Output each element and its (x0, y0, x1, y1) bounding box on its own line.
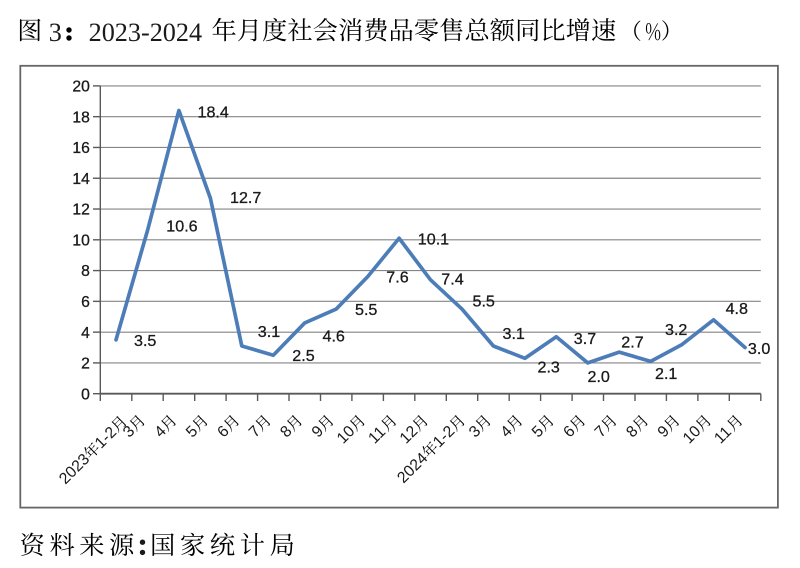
svg-text:18: 18 (72, 109, 90, 126)
svg-text:0: 0 (81, 386, 90, 403)
svg-text:3.5: 3.5 (134, 332, 156, 350)
svg-text:3.1: 3.1 (503, 325, 525, 343)
svg-text:2.7: 2.7 (621, 334, 643, 352)
svg-text:12.7: 12.7 (230, 189, 261, 207)
svg-text:4: 4 (81, 325, 90, 342)
svg-text:10: 10 (72, 232, 90, 249)
svg-text:18.4: 18.4 (198, 104, 229, 122)
svg-text:3: 3 (49, 18, 62, 47)
svg-text:7.4: 7.4 (441, 271, 463, 289)
svg-text:7.6: 7.6 (386, 269, 408, 287)
svg-text:3.7: 3.7 (574, 330, 596, 348)
svg-text:2023-2024: 2023-2024 (89, 18, 202, 47)
svg-text:3.2: 3.2 (665, 321, 687, 339)
svg-text:3.1: 3.1 (258, 323, 280, 341)
svg-text:2: 2 (81, 356, 90, 373)
svg-text:8: 8 (81, 263, 90, 280)
svg-text:2.1: 2.1 (655, 365, 677, 383)
svg-text:4.6: 4.6 (323, 327, 345, 345)
svg-text:12: 12 (72, 202, 89, 219)
svg-text:3.0: 3.0 (748, 340, 770, 358)
svg-text:5.5: 5.5 (355, 301, 377, 319)
svg-text:5.5: 5.5 (473, 292, 495, 310)
svg-text:4.8: 4.8 (726, 300, 748, 318)
svg-text:6: 6 (81, 294, 90, 311)
svg-text:10.6: 10.6 (166, 218, 197, 236)
svg-text:14: 14 (72, 171, 90, 188)
svg-text:20: 20 (72, 79, 90, 96)
svg-text:10.1: 10.1 (418, 231, 449, 249)
svg-text:2.5: 2.5 (292, 347, 314, 365)
svg-text:2.3: 2.3 (538, 359, 560, 377)
svg-text:16: 16 (72, 140, 90, 157)
svg-text:2.0: 2.0 (588, 368, 610, 386)
